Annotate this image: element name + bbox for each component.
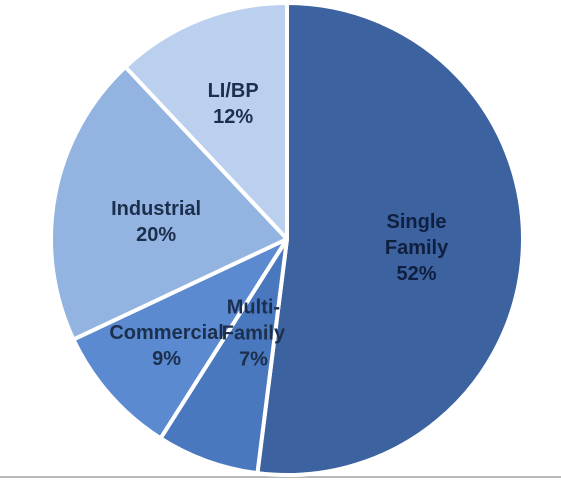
pie-slice-multi-family [158,237,289,476]
slice-label-multi-family: Multi- Family 7% [222,296,286,370]
slice-label-line: LI/BP [208,80,259,102]
slice-label-single-family: Single Family 52% [385,211,449,285]
slice-label-line: 52% [397,263,437,285]
slice-label-line: 20% [136,224,176,246]
slice-label-line: Multi- [227,296,280,318]
slice-label-line: Industrial [111,198,201,220]
slice-label-line: 7% [239,348,268,370]
slice-label-line: Family [385,237,449,259]
pie-labels: Single Family 52% Multi- Family 7% Commercial 9… [109,80,449,370]
pie-slice-commercial [71,237,289,441]
slice-label-line: Commercial [109,322,224,344]
slice-label-commercial: Commercial 9% [109,322,224,370]
slice-label-li-bp: LI/BP 12% [208,80,259,128]
pie-slice-li-bp [123,1,289,241]
slice-label-line: Single [387,211,447,233]
pie-slice-industrial [49,64,289,342]
slice-label-industrial: Industrial 20% [111,198,201,246]
slice-label-line: 12% [213,106,253,128]
pie-slice-single-family [255,1,525,477]
slice-label-line: 9% [152,348,181,370]
pie-slices [49,1,525,477]
slice-label-line: Family [222,322,286,344]
